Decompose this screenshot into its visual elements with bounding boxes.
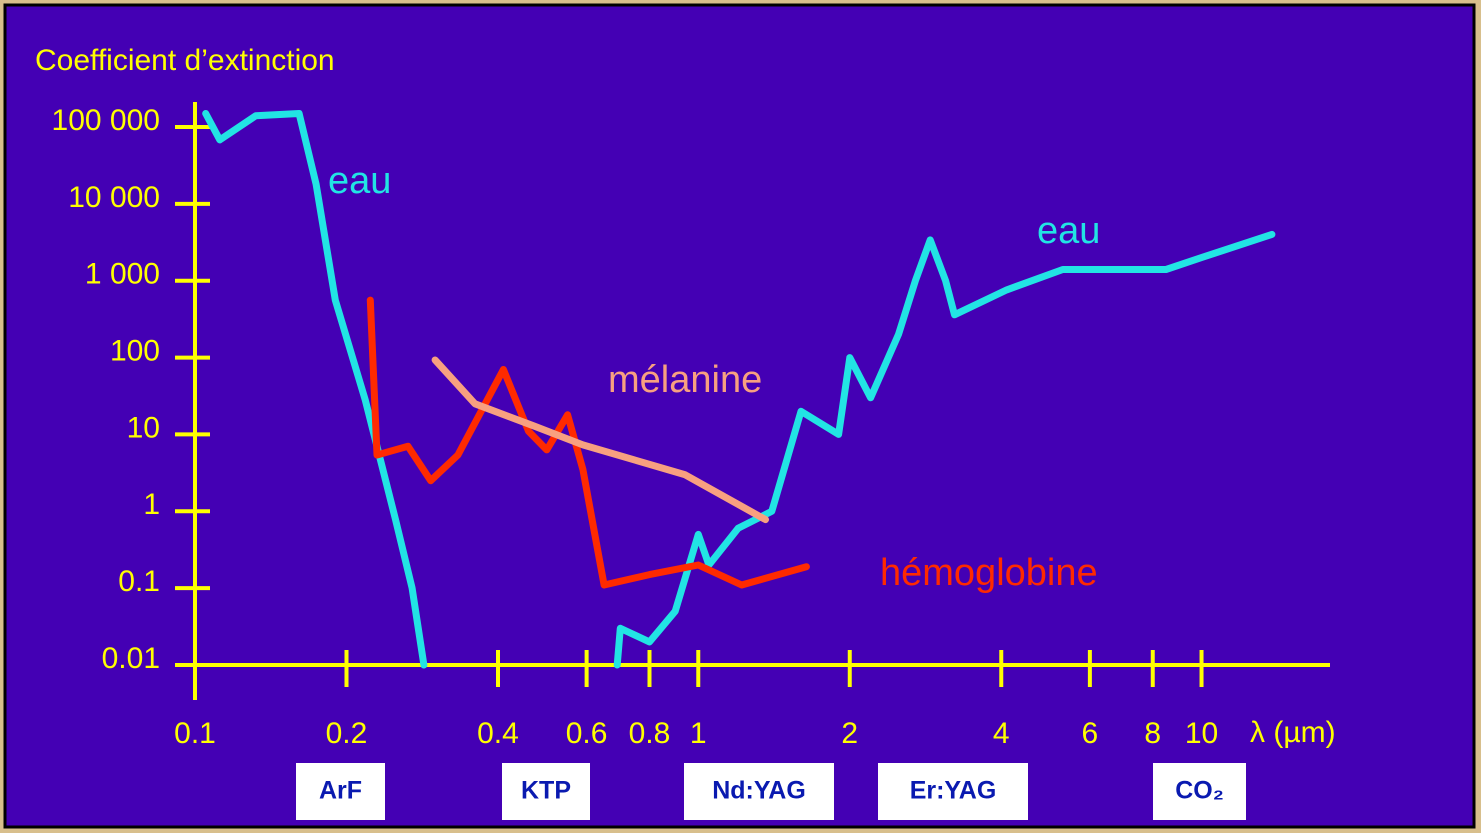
x-tick-label: 0.6 <box>566 717 608 750</box>
y-tick-label: 10 000 <box>68 181 160 214</box>
x-tick-label: 8 <box>1144 717 1161 750</box>
x-tick-label: 0.1 <box>174 717 216 750</box>
series-label: mélanine <box>608 359 762 401</box>
x-tick-label: 0.4 <box>477 717 519 750</box>
laser-label: KTP <box>521 777 571 805</box>
laser-box <box>684 763 834 820</box>
series-label: hémoglobine <box>880 552 1098 594</box>
x-tick-label: 2 <box>841 717 858 750</box>
panel <box>3 3 1476 829</box>
laser-label: CO₂ <box>1175 777 1224 805</box>
x-tick-label: 0.2 <box>326 717 368 750</box>
x-tick-label: 1 <box>690 717 707 750</box>
y-tick-label: 0.01 <box>102 642 160 675</box>
y-tick-label: 10 <box>127 411 160 444</box>
series-line <box>366 296 810 589</box>
y-axis-label: Coefficient d’extinction <box>35 44 335 77</box>
series-line <box>431 356 769 524</box>
y-tick-label: 1 <box>143 488 160 521</box>
y-tick-label: 1 000 <box>85 258 160 291</box>
x-tick-label: 6 <box>1082 717 1099 750</box>
y-tick-label: 100 000 <box>52 104 160 137</box>
y-tick-label: 0.1 <box>118 565 160 598</box>
x-tick-label: 10 <box>1185 717 1218 750</box>
x-axis-label: λ (µm) <box>1250 716 1336 749</box>
annotation: eau <box>1037 210 1100 252</box>
laser-box <box>878 763 1028 820</box>
laser-box <box>296 763 385 820</box>
laser-label: ArF <box>319 777 362 805</box>
laser-label: Nd:YAG <box>712 777 806 805</box>
x-tick-label: 4 <box>993 717 1010 750</box>
laser-label: Er:YAG <box>910 777 997 805</box>
y-tick-label: 100 <box>110 334 160 367</box>
x-tick-label: 0.8 <box>629 717 671 750</box>
laser-box <box>502 763 590 820</box>
series-label: eau <box>328 160 391 202</box>
series-line <box>202 110 1276 669</box>
laser-box <box>1153 763 1246 820</box>
